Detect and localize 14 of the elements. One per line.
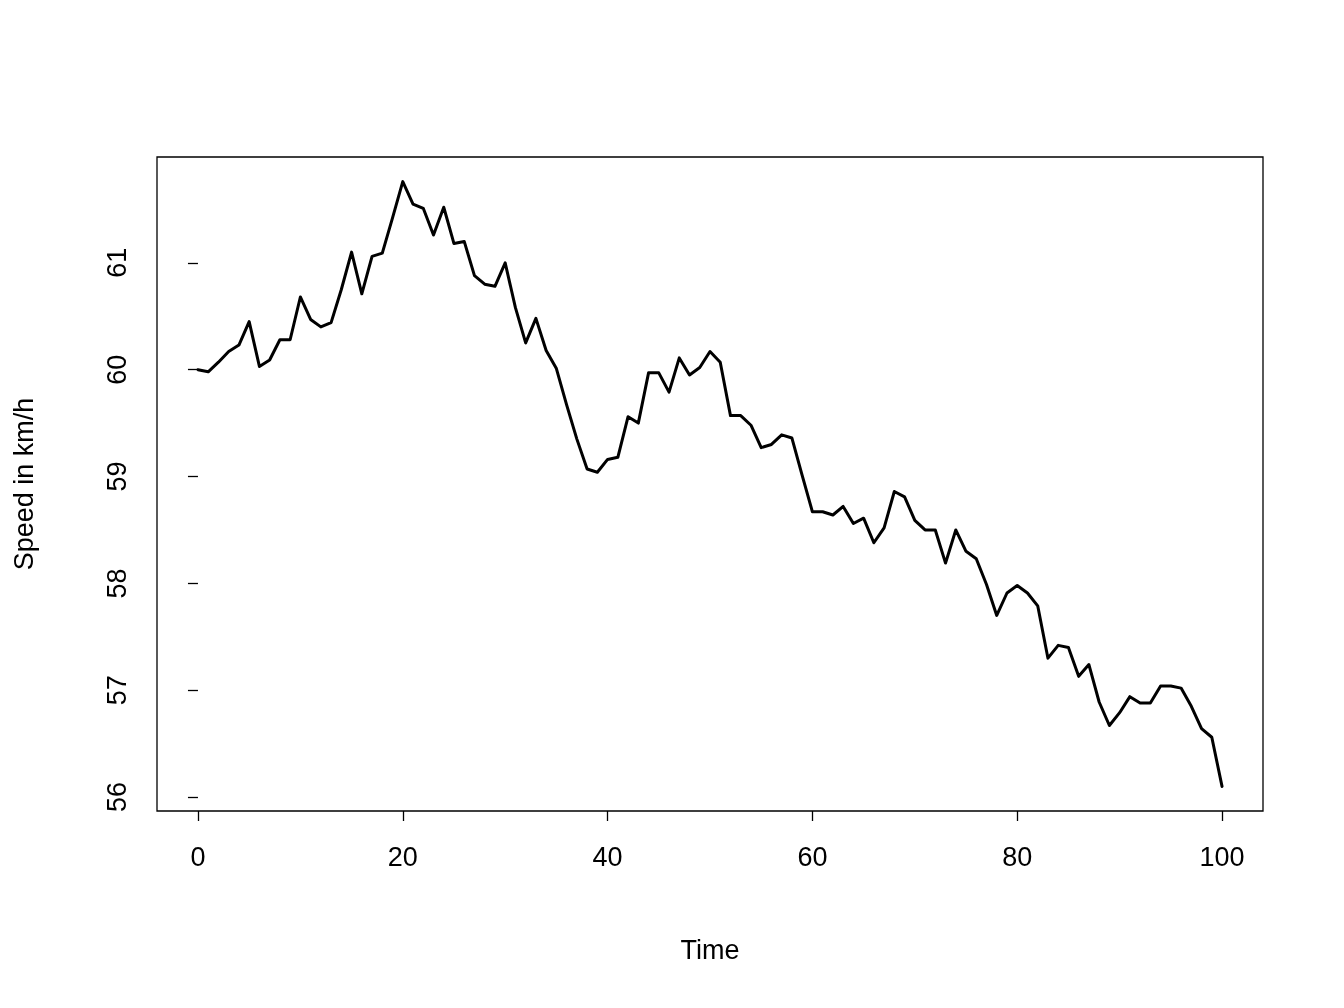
y-tick-label: 59 — [102, 461, 132, 492]
x-tick-label: 40 — [592, 841, 623, 872]
y-tick-label: 57 — [102, 675, 132, 706]
x-tick-label: 20 — [387, 841, 418, 872]
y-tick-label: 60 — [102, 354, 132, 385]
x-tick-label: 0 — [190, 841, 206, 872]
y-tick-label: 58 — [102, 568, 132, 599]
x-axis-title: Time — [680, 934, 740, 965]
x-tick-label: 80 — [1002, 841, 1033, 872]
y-tick-label: 56 — [102, 782, 132, 813]
y-axis-title: Speed in km/h — [8, 397, 39, 571]
y-tick-label: 61 — [102, 247, 132, 278]
x-tick-label: 100 — [1199, 841, 1245, 872]
x-tick-label: 60 — [797, 841, 828, 872]
